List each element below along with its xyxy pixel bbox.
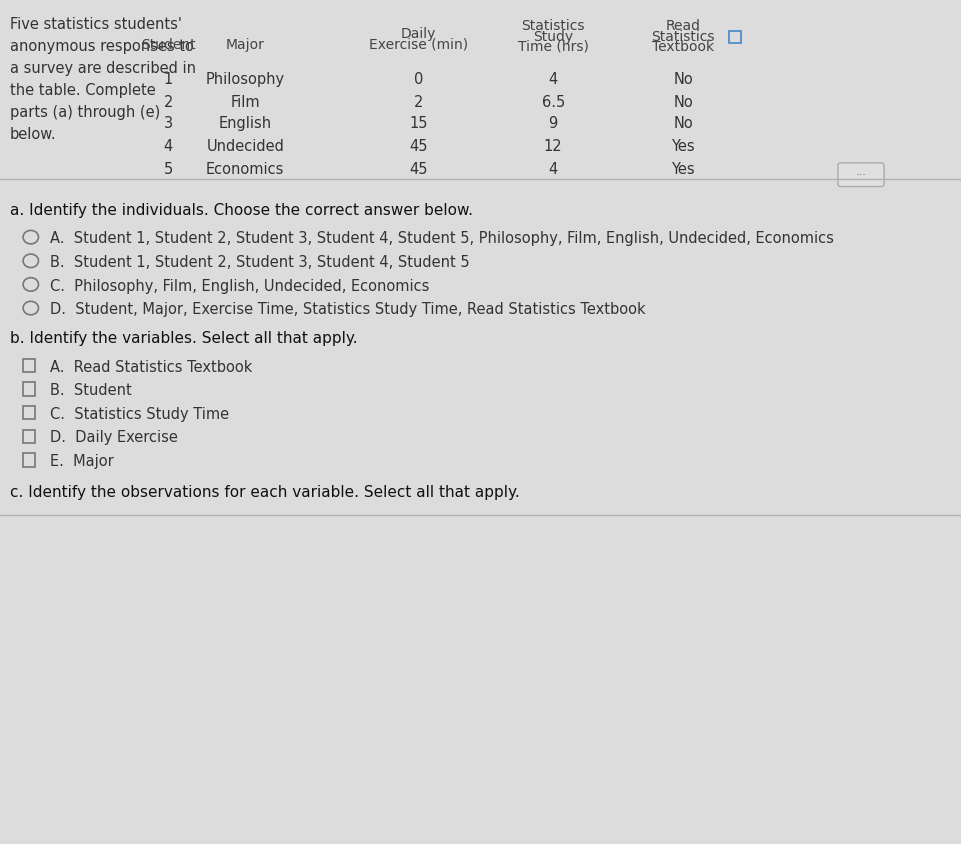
Text: B.  Student: B. Student bbox=[50, 383, 132, 398]
Text: 12: 12 bbox=[543, 139, 562, 154]
Bar bbox=[22, 430, 35, 443]
Text: Time (hrs): Time (hrs) bbox=[517, 40, 588, 54]
Text: the table. Complete: the table. Complete bbox=[10, 83, 156, 98]
Text: 4: 4 bbox=[548, 72, 557, 87]
Text: 15: 15 bbox=[408, 116, 428, 132]
Text: 6.5: 6.5 bbox=[541, 95, 564, 110]
Bar bbox=[22, 406, 35, 419]
Text: E.  Major: E. Major bbox=[50, 454, 113, 469]
Text: C.  Philosophy, Film, English, Undecided, Economics: C. Philosophy, Film, English, Undecided,… bbox=[50, 279, 429, 294]
Text: D.  Daily Exercise: D. Daily Exercise bbox=[50, 430, 178, 446]
Text: Study: Study bbox=[532, 30, 573, 44]
FancyBboxPatch shape bbox=[837, 163, 883, 187]
Bar bbox=[22, 359, 35, 372]
Text: 5: 5 bbox=[163, 162, 173, 177]
Text: C.  Statistics Study Time: C. Statistics Study Time bbox=[50, 407, 229, 422]
Text: a. Identify the individuals. Choose the correct answer below.: a. Identify the individuals. Choose the … bbox=[10, 203, 472, 218]
Text: Statistics: Statistics bbox=[521, 19, 584, 34]
Text: 2: 2 bbox=[413, 95, 423, 110]
Text: Five statistics students': Five statistics students' bbox=[10, 17, 182, 32]
Text: 1: 1 bbox=[163, 72, 173, 87]
Text: b. Identify the variables. Select all that apply.: b. Identify the variables. Select all th… bbox=[10, 331, 357, 346]
Text: 4: 4 bbox=[548, 162, 557, 177]
Text: a survey are described in: a survey are described in bbox=[10, 61, 195, 76]
Text: 0: 0 bbox=[413, 72, 423, 87]
Text: Yes: Yes bbox=[671, 139, 694, 154]
Text: A.  Read Statistics Textbook: A. Read Statistics Textbook bbox=[50, 360, 252, 375]
Text: B.  Student 1, Student 2, Student 3, Student 4, Student 5: B. Student 1, Student 2, Student 3, Stud… bbox=[50, 255, 469, 270]
Bar bbox=[22, 382, 35, 396]
Text: 2: 2 bbox=[163, 95, 173, 110]
Text: Economics: Economics bbox=[206, 162, 284, 177]
Text: Major: Major bbox=[226, 38, 264, 52]
Text: Textbook: Textbook bbox=[652, 40, 713, 54]
Text: 4: 4 bbox=[163, 139, 173, 154]
Text: D.  Student, Major, Exercise Time, Statistics Study Time, Read Statistics Textbo: D. Student, Major, Exercise Time, Statis… bbox=[50, 302, 645, 317]
Text: 45: 45 bbox=[408, 162, 428, 177]
Text: Student: Student bbox=[141, 38, 195, 52]
Text: 45: 45 bbox=[408, 139, 428, 154]
Text: No: No bbox=[673, 95, 692, 110]
Bar bbox=[728, 31, 740, 43]
Text: Yes: Yes bbox=[671, 162, 694, 177]
Text: Read: Read bbox=[665, 19, 700, 34]
Text: 3: 3 bbox=[163, 116, 173, 132]
Text: Statistics: Statistics bbox=[651, 30, 714, 44]
Text: Philosophy: Philosophy bbox=[206, 72, 284, 87]
Text: Film: Film bbox=[231, 95, 259, 110]
Text: 9: 9 bbox=[548, 116, 557, 132]
Text: c. Identify the observations for each variable. Select all that apply.: c. Identify the observations for each va… bbox=[10, 485, 519, 500]
Text: English: English bbox=[218, 116, 272, 132]
Text: A.  Student 1, Student 2, Student 3, Student 4, Student 5, Philosophy, Film, Eng: A. Student 1, Student 2, Student 3, Stud… bbox=[50, 231, 833, 246]
Text: anonymous responses to: anonymous responses to bbox=[10, 39, 193, 54]
Text: below.: below. bbox=[10, 127, 56, 142]
Text: No: No bbox=[673, 116, 692, 132]
Text: No: No bbox=[673, 72, 692, 87]
Text: Undecided: Undecided bbox=[207, 139, 283, 154]
Text: Daily: Daily bbox=[401, 27, 435, 41]
Text: Exercise (min): Exercise (min) bbox=[368, 38, 468, 52]
Text: parts (a) through (e): parts (a) through (e) bbox=[10, 105, 160, 120]
Text: ...: ... bbox=[854, 167, 866, 177]
Bar bbox=[22, 453, 35, 467]
